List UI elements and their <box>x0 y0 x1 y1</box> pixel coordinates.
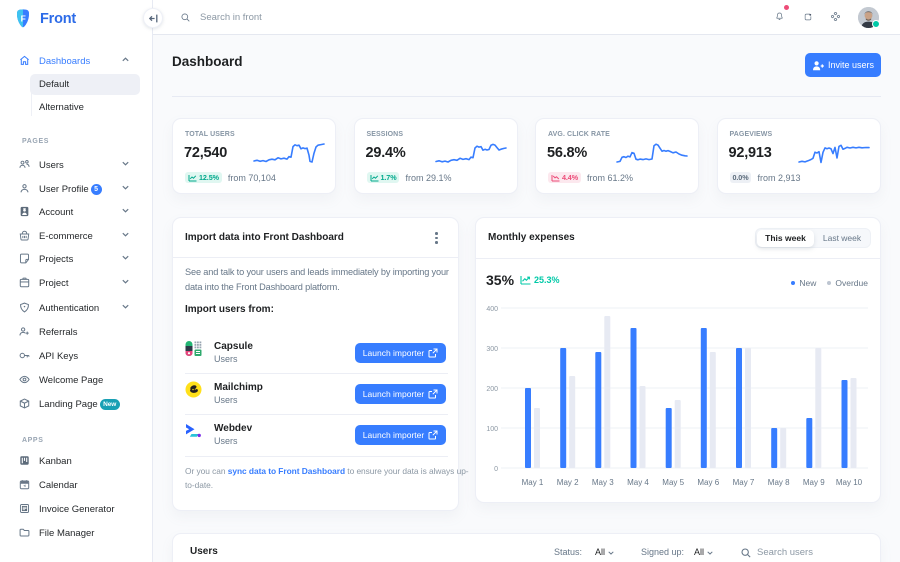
svg-text:May 9: May 9 <box>803 478 825 487</box>
svg-text:300: 300 <box>486 346 498 353</box>
svg-text:F: F <box>21 14 26 24</box>
svg-text:400: 400 <box>486 306 498 313</box>
svg-text:May 4: May 4 <box>627 478 649 487</box>
svg-text:200: 200 <box>486 386 498 393</box>
svg-text:100: 100 <box>486 426 498 433</box>
svg-text:May 8: May 8 <box>768 478 790 487</box>
svg-text:May 7: May 7 <box>733 478 755 487</box>
svg-text:May 3: May 3 <box>592 478 614 487</box>
svg-text:May 5: May 5 <box>662 478 684 487</box>
svg-text:May 10: May 10 <box>836 478 863 487</box>
svg-text:May 1: May 1 <box>522 478 544 487</box>
svg-text:May 6: May 6 <box>697 478 719 487</box>
svg-text:May 2: May 2 <box>557 478 579 487</box>
svg-text:0: 0 <box>494 466 498 473</box>
